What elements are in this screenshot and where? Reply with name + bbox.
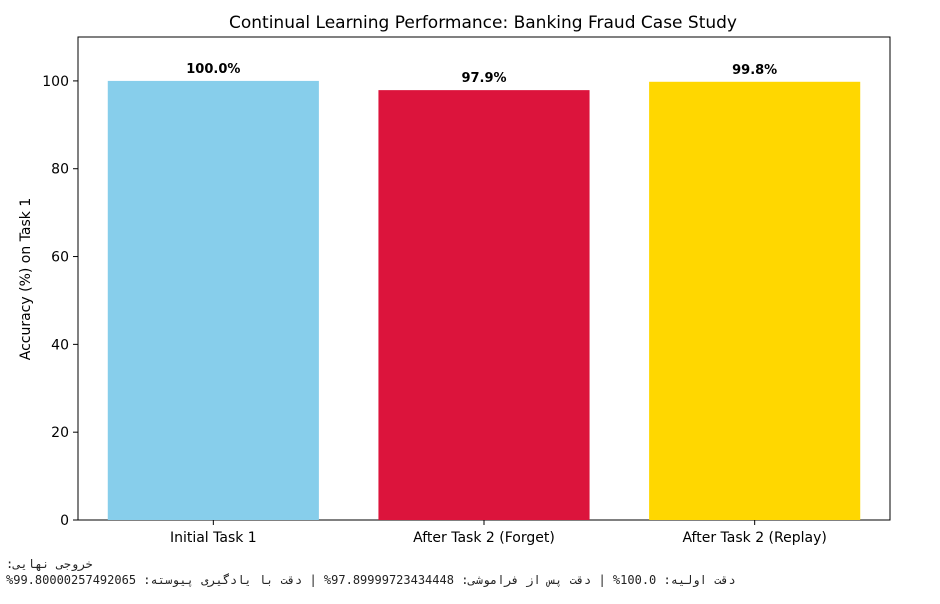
bar-chart: Continual Learning Performance: Banking … (18, 13, 891, 546)
x-tick-label-3: After Task 2 (Replay) (682, 530, 826, 546)
y-tick-label-60: 60 (51, 250, 69, 266)
bar-2 (378, 90, 590, 520)
bar-value-label-3: 99.8% (732, 63, 777, 78)
console-output: خروجی نهایی: %دقت اولیه: 100.0% | دقت پس… (6, 556, 936, 602)
y-tick-label-0: 0 (60, 513, 69, 529)
bar-1 (107, 80, 319, 520)
y-axis-label: Accuracy (%) on Task 1 (18, 198, 34, 361)
y-tick-label-20: 20 (51, 425, 69, 441)
x-axis: Initial Task 1 After Task 2 (Forget) After… (170, 520, 827, 546)
chart-title: Continual Learning Performance: Banking … (229, 13, 737, 33)
bar-value-label-1: 100.0% (186, 62, 240, 77)
bars-group: 100.0% 97.9% 99.8% (107, 62, 861, 521)
y-axis: 0 20 40 60 80 100 (42, 74, 78, 529)
bar-value-label-2: 97.9% (461, 71, 506, 86)
console-heading: خروجی نهایی: (6, 557, 93, 571)
y-tick-label-100: 100 (42, 74, 69, 90)
y-tick-label-40: 40 (51, 337, 69, 353)
bar-3 (649, 81, 861, 521)
x-tick-label-2: After Task 2 (Forget) (413, 530, 555, 546)
y-tick-label-80: 80 (51, 162, 69, 178)
console-summary-line: %دقت اولیه: 100.0% | دقت پس از فراموشی: … (6, 573, 736, 587)
x-tick-label-1: Initial Task 1 (170, 530, 257, 546)
